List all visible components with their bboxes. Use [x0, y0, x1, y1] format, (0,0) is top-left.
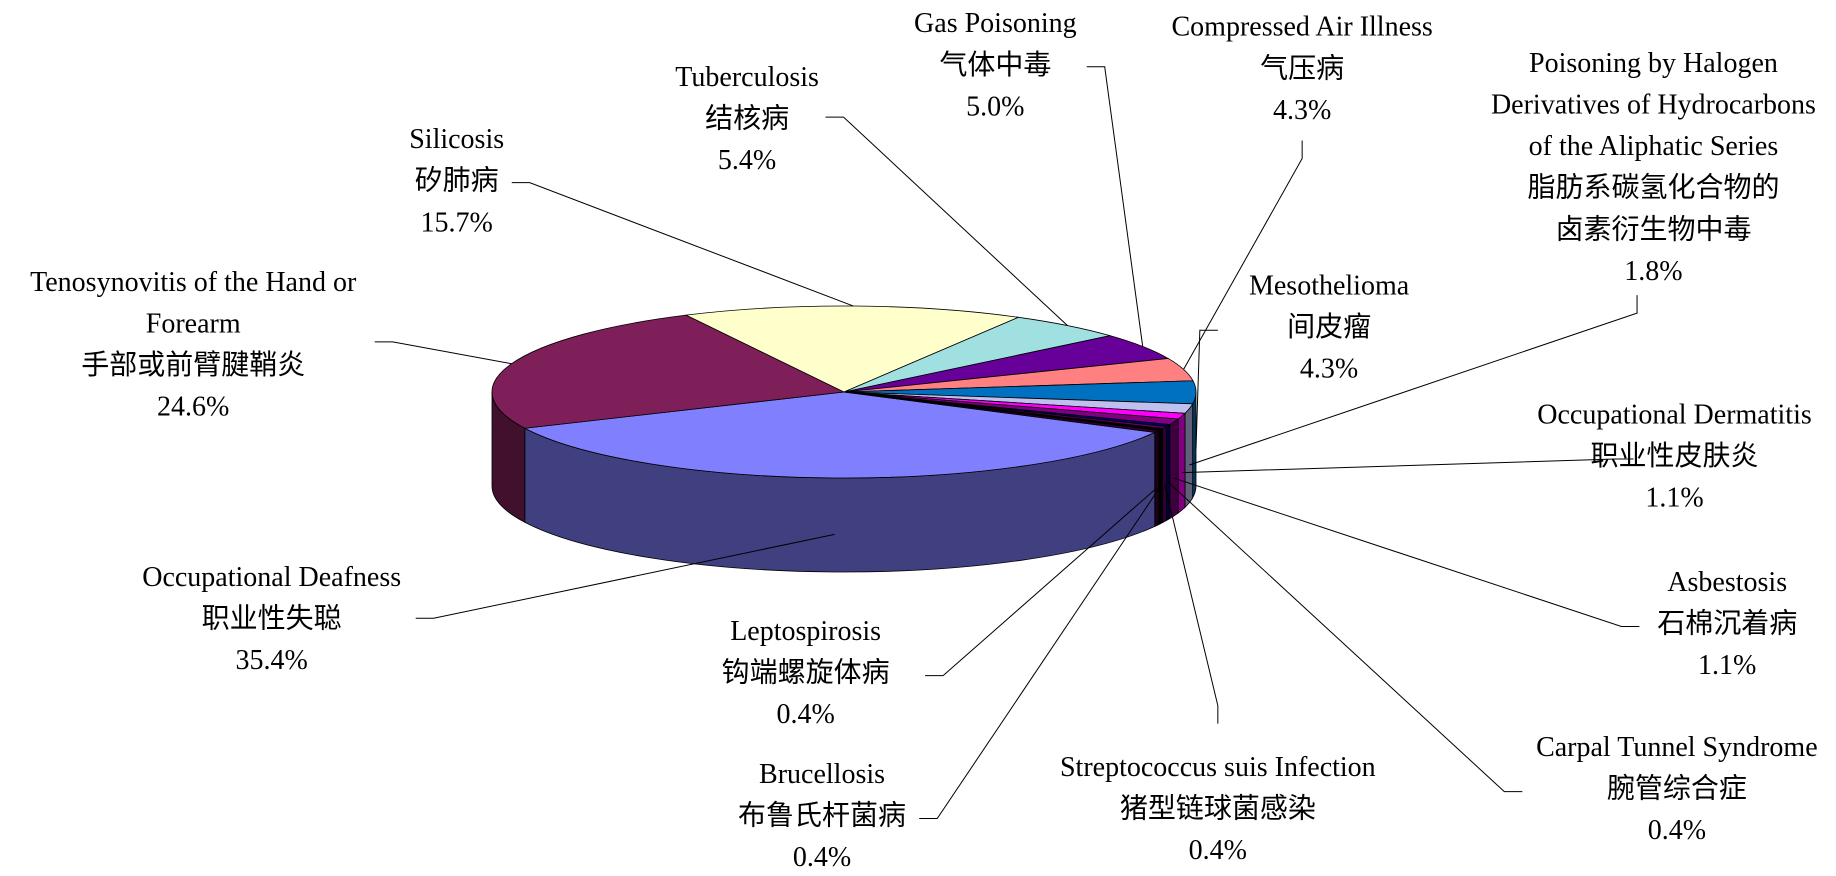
slice-label: 钩端螺旋体病 [722, 657, 890, 689]
value-label: 1.1% [1698, 650, 1756, 681]
slice-label: Leptospirosis [730, 616, 881, 647]
slice-side [1177, 412, 1186, 514]
slice-label: 职业性皮肤炎 [1591, 440, 1759, 472]
leader-line [374, 341, 512, 365]
leader-line [511, 182, 854, 307]
value-label: 0.4% [1189, 835, 1247, 866]
slice-label: 腕管综合症 [1607, 772, 1747, 804]
slice-label: Gas Poisoning [914, 8, 1077, 39]
slice [523, 391, 1157, 479]
slice-label: Forearm [146, 309, 241, 340]
value-label: 35.4% [236, 645, 308, 676]
slice-label: Streptococcus suis Infection [1060, 752, 1376, 783]
value-label: 1.1% [1645, 482, 1703, 513]
slice-side [1169, 418, 1179, 520]
leader-line [1174, 477, 1640, 627]
slice-label: of the Aliphatic Series [1529, 131, 1779, 162]
slice-label: Tenosynovitis of the Hand or [30, 267, 357, 298]
value-label: 24.6% [157, 392, 229, 423]
leader-line [1183, 140, 1303, 370]
slice-label: Silicosis [409, 124, 504, 155]
slice-label: 猪型链球菌感染 [1120, 792, 1316, 824]
slice-label: 脂肪系碳氢化合物的 [1527, 172, 1779, 204]
value-label: 15.7% [421, 207, 493, 238]
leader-line [1195, 329, 1218, 449]
slice-label: Brucellosis [759, 759, 885, 790]
slice-label: 职业性失聪 [202, 603, 342, 635]
leader-line [415, 533, 835, 619]
slice-label: Mesothelioma [1249, 270, 1410, 301]
slice-side [1184, 402, 1194, 509]
slice-label: Occupational Deafness [142, 562, 401, 593]
value-label: 0.4% [1648, 815, 1706, 846]
slice-label: 手部或前臂腱鞘炎 [81, 349, 305, 381]
value-label: 4.3% [1300, 354, 1358, 385]
slice-side [1154, 429, 1160, 527]
slice-label: Tuberculosis [675, 62, 819, 93]
slice-label: 间皮瘤 [1287, 311, 1371, 343]
slice-label: Derivatives of Hydrocarbons [1491, 90, 1816, 121]
slice-side [1192, 391, 1197, 500]
slice-label: Compressed Air Illness [1171, 12, 1432, 43]
value-label: 5.0% [966, 91, 1024, 122]
slice-label: 气体中毒 [939, 49, 1051, 81]
value-label: 0.4% [776, 699, 834, 730]
slice-label: Occupational Dermatitis [1537, 399, 1811, 430]
slice [491, 314, 846, 429]
slice-label: 布鲁氏杆菌病 [738, 799, 906, 831]
slice-label: 卤素衍生物中毒 [1555, 213, 1751, 245]
leader-line [1086, 66, 1144, 347]
value-label: 5.4% [718, 145, 776, 176]
slice-label: 气压病 [1260, 52, 1344, 84]
leader-line [919, 485, 1162, 820]
leader-line [1181, 458, 1634, 474]
leader-line [1167, 481, 1523, 793]
slice [843, 391, 1161, 433]
slice-label: Carpal Tunnel Syndrome [1536, 732, 1818, 763]
leader-line [1164, 483, 1219, 724]
slice-label: 矽肺病 [415, 165, 499, 197]
value-label: 1.8% [1624, 256, 1682, 287]
value-label: 4.3% [1273, 95, 1331, 126]
slice-label: 结核病 [705, 103, 789, 135]
slice-side [1158, 427, 1164, 526]
slice [684, 305, 1020, 393]
leader-line [825, 116, 1068, 326]
leader-line [1189, 295, 1638, 466]
slice-side [1162, 425, 1167, 524]
slice-label: Poisoning by Halogen [1529, 48, 1778, 79]
leader-line [925, 487, 1158, 677]
slice-label: Asbestosis [1667, 567, 1787, 598]
slice-label: 石棉沉着病 [1657, 607, 1797, 639]
slice-side [1165, 423, 1171, 522]
value-label: 0.4% [793, 842, 851, 873]
